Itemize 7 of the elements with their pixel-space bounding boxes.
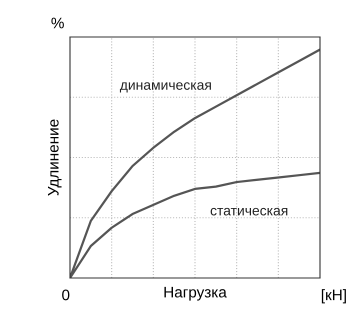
series-label: статическая [210, 208, 288, 216]
text: 0 [62, 290, 70, 300]
text: [кН] [322, 289, 346, 304]
x-axis-title: Нагрузка [164, 286, 227, 301]
text: % [51, 18, 64, 28]
series-label: динамическая [120, 82, 211, 92]
y-axis-title: Удлинение [48, 120, 62, 196]
